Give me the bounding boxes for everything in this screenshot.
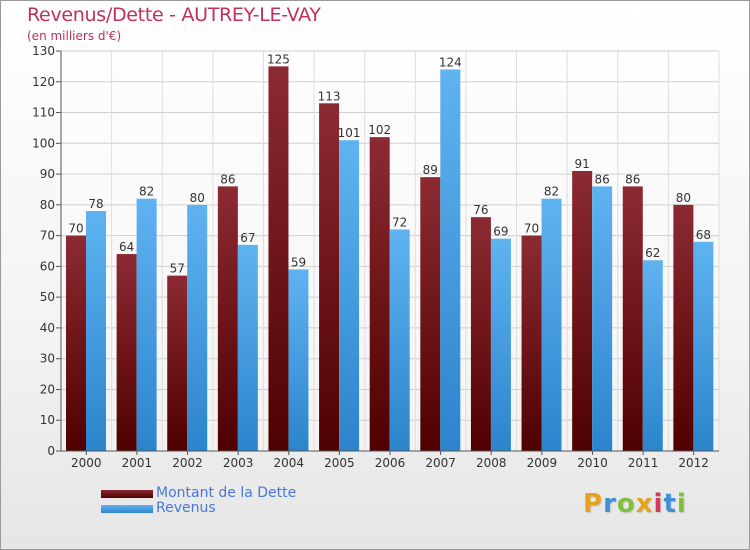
data-label-montant-de-la-dette-2000: 70 [68,222,83,236]
y-tick-label: 40 [40,321,55,335]
y-tick-label: 30 [40,352,55,366]
data-label-montant-de-la-dette-2005: 113 [318,89,341,103]
x-tick-label-2008: 2008 [476,456,507,470]
data-label-montant-de-la-dette-2008: 76 [473,203,488,217]
data-label-montant-de-la-dette-2003: 86 [220,172,235,186]
bar-revenus-2011 [642,260,663,451]
bar-revenus-2003 [237,244,258,451]
legend-label-debt: Montant de la Dette [156,485,297,501]
y-tick-label: 50 [40,290,55,304]
logo-letter: x [635,489,654,519]
data-label-revenus-2008: 69 [493,225,508,239]
bar-revenus-2009 [541,198,562,451]
data-label-revenus-2009: 82 [544,185,559,199]
y-tick-label: 0 [47,444,55,458]
x-tick-label-2006: 2006 [375,456,406,470]
bar-revenus-2007 [440,69,461,451]
x-tick-label-2004: 2004 [273,456,304,470]
logo-letter: r [603,489,617,519]
data-label-montant-de-la-dette-2007: 89 [423,163,438,177]
bar-revenus-2008 [490,238,511,451]
y-tick-label: 120 [32,75,55,89]
data-label-montant-de-la-dette-2006: 102 [368,123,391,137]
chart-title: Revenus/Dette - AUTREY-LE-VAY [27,4,321,26]
y-tick-label: 80 [40,198,55,212]
data-label-revenus-2002: 80 [190,191,205,205]
logo-letter: P [583,489,604,519]
bar-montant-de-la-dette-2003 [217,186,238,451]
y-tick-label: 110 [32,106,55,120]
bar-montant-de-la-dette-2006 [369,137,390,451]
y-tick-label: 60 [40,259,55,273]
x-tick-label-2003: 2003 [223,456,254,470]
chart-subtitle: (en milliers d'€) [27,29,122,43]
data-label-revenus-2007: 124 [439,55,462,69]
logo-letter: i [653,489,664,519]
proxiti-logo: Proxiti [583,489,687,519]
data-label-montant-de-la-dette-2009: 70 [524,222,539,236]
bar-montant-de-la-dette-2007 [420,177,441,451]
y-tick-label: 100 [32,136,55,150]
data-label-revenus-2000: 78 [88,197,103,211]
x-tick-label-2010: 2010 [577,456,608,470]
bar-montant-de-la-dette-2008 [470,217,491,451]
legend-swatch-debt [101,490,153,498]
bar-revenus-2004 [288,269,309,451]
x-tick-label-2012: 2012 [678,456,709,470]
x-tick-label-2007: 2007 [425,456,456,470]
legend-label-revenus: Revenus [156,500,216,516]
logo-letter: o [616,489,636,519]
bar-montant-de-la-dette-2004 [268,66,289,451]
data-label-revenus-2004: 59 [291,255,306,269]
x-tick-label-2000: 2000 [71,456,102,470]
bar-revenus-2000 [86,211,106,451]
y-tick-label: 90 [40,167,55,181]
logo-letter: i [676,489,687,519]
legend-swatch-revenus [101,505,153,513]
x-tick-label-2011: 2011 [628,456,659,470]
data-label-revenus-2012: 68 [696,228,711,242]
data-label-revenus-2006: 72 [392,215,407,229]
bar-montant-de-la-dette-2009 [521,235,542,451]
logo-letter: t [663,489,677,519]
bar-montant-de-la-dette-2011 [622,186,643,451]
y-tick-label: 130 [32,44,55,58]
x-tick-label-2001: 2001 [122,456,153,470]
bar-revenus-2006 [389,229,410,451]
y-tick-label: 10 [40,413,55,427]
x-tick-label-2002: 2002 [172,456,203,470]
data-label-revenus-2010: 86 [595,172,610,186]
data-label-montant-de-la-dette-2002: 57 [170,262,185,276]
bar-revenus-2012 [693,241,714,451]
data-label-revenus-2005: 101 [338,126,361,140]
bar-montant-de-la-dette-2000 [66,235,86,451]
data-label-revenus-2003: 67 [240,231,255,245]
data-label-revenus-2011: 62 [645,246,660,260]
data-label-revenus-2001: 82 [139,185,154,199]
data-label-montant-de-la-dette-2011: 86 [625,172,640,186]
bar-revenus-2002 [187,204,208,451]
data-label-montant-de-la-dette-2012: 80 [676,191,691,205]
data-label-montant-de-la-dette-2004: 125 [267,52,290,66]
bar-montant-de-la-dette-2002 [167,275,188,451]
axes: 0 10 20 30 40 50 60 70 80 90 100 110 120 130 2000 2001 2… [32,44,719,470]
y-tick-label: 70 [40,229,55,243]
bar-montant-de-la-dette-2001 [116,254,137,451]
data-label-montant-de-la-dette-2010: 91 [575,157,590,171]
x-tick-label-2005: 2005 [324,456,355,470]
y-tick-label: 20 [40,382,55,396]
data-labels: 70 64 57 86 125 113 102 89 76 70 91 86 80 78 82 80 67 59 1… [68,52,711,275]
bar-montant-de-la-dette-2005 [319,103,340,452]
x-tick-label-2009: 2009 [527,456,558,470]
data-label-montant-de-la-dette-2001: 64 [119,240,134,254]
bar-revenus-2001 [136,198,157,451]
bar-revenus-2010 [592,186,613,451]
bar-revenus-2005 [339,140,360,451]
bars [66,66,714,452]
bar-montant-de-la-dette-2010 [572,171,593,451]
bar-montant-de-la-dette-2012 [673,204,694,451]
